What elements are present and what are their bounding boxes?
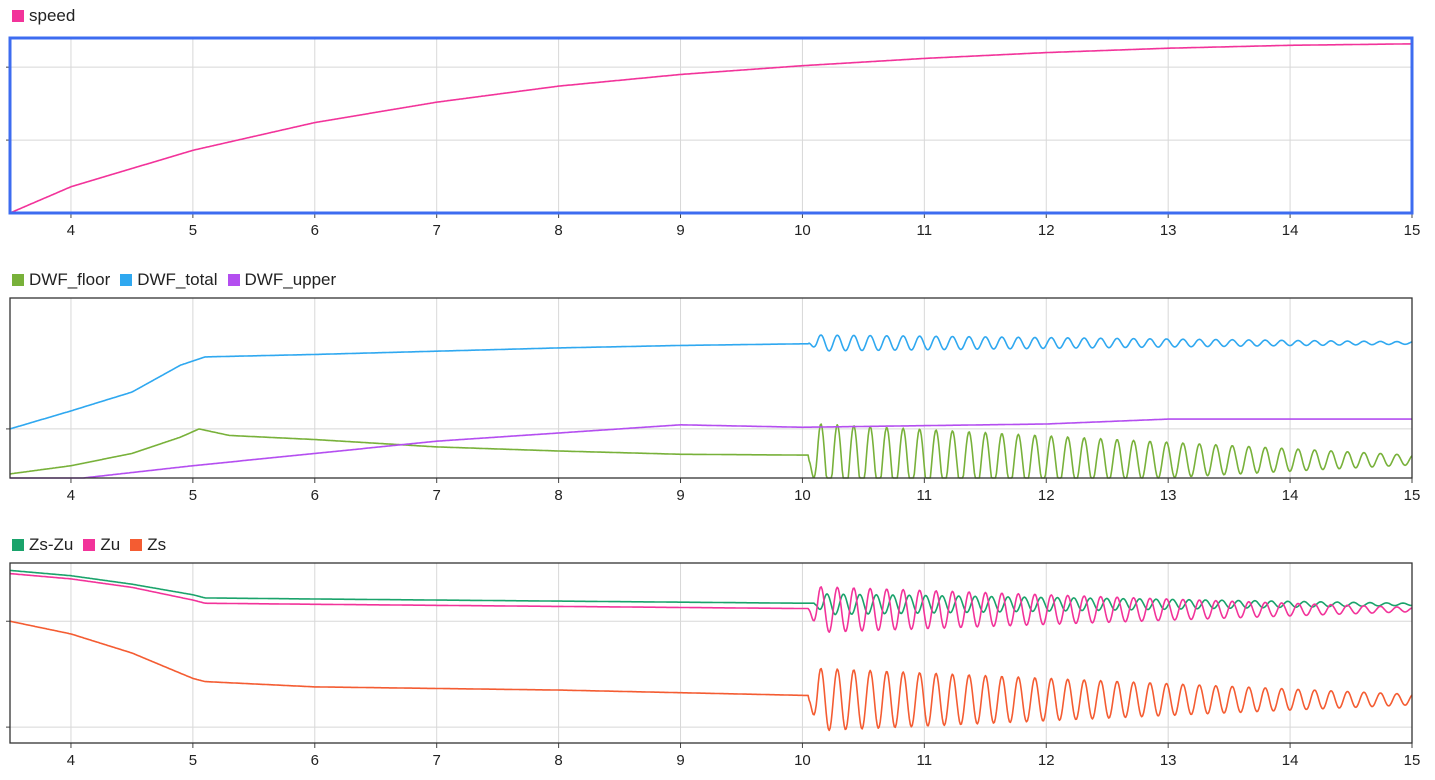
legend-label-speed: speed	[29, 6, 76, 25]
series-line-dwf-upper	[10, 418, 1412, 479]
legend-label-zs-zu: Zs-Zu	[29, 535, 74, 554]
x-tick-label: 5	[189, 487, 197, 504]
x-tick-label: 11	[917, 752, 933, 769]
x-tick-label: 10	[794, 222, 811, 239]
x-tick-label: 13	[1160, 487, 1177, 504]
x-tick-label: 4	[67, 487, 75, 504]
dwf-panel[interactable]: DWF_floor DWF_total DWF_upper 4 5 6 7 8 9 10 11…	[0, 260, 1435, 515]
x-tick-label: 8	[554, 222, 562, 239]
legend-label-dwf-floor: DWF_floor	[29, 270, 111, 289]
x-tick-label: 8	[554, 487, 562, 504]
legend-item-dwf-total[interactable]: DWF_total	[120, 270, 218, 290]
legend-item-zs[interactable]: Zs	[130, 535, 166, 555]
x-tick-label: 7	[433, 487, 441, 504]
legend-swatch-dwf-floor	[12, 274, 24, 286]
x-tick-label: 5	[189, 752, 197, 769]
x-tick-label: 6	[311, 752, 319, 769]
legend-item-dwf-upper[interactable]: DWF_upper	[227, 270, 337, 290]
speed-panel[interactable]: speed 4 5 6 7 8 9 10 11 12 13 14 15	[0, 0, 1435, 250]
x-tick-label: 7	[433, 222, 441, 239]
x-tick-label: 12	[1038, 487, 1055, 504]
x-tick-label: 11	[917, 487, 933, 504]
x-tick-label: 15	[1404, 752, 1421, 769]
legend-label-zu: Zu	[100, 535, 121, 554]
plot-frame	[9, 562, 1413, 744]
x-tick-label: 8	[554, 752, 562, 769]
plot-frame	[8, 36, 1414, 215]
legend-item-speed[interactable]: speed	[12, 6, 75, 26]
series-line-zs	[9, 620, 1413, 732]
x-tick-label: 15	[1404, 487, 1421, 504]
dwf-legend: DWF_floor DWF_total DWF_upper	[12, 270, 346, 290]
x-tick-label: 12	[1038, 222, 1055, 239]
x-tick-label: 4	[67, 222, 75, 239]
legend-item-zs-zu[interactable]: Zs-Zu	[12, 535, 73, 555]
legend-label-dwf-upper: DWF_upper	[244, 270, 337, 289]
plot-frame	[9, 297, 1413, 479]
x-tick-label: 12	[1038, 752, 1055, 769]
x-tick-label: 6	[311, 222, 319, 239]
legend-item-zu[interactable]: Zu	[83, 535, 120, 555]
z-panel[interactable]: Zs-Zu Zu Zs 4 5 6 7 8 9 10 11 12 13 14 15	[0, 525, 1435, 780]
series-line-zs-zu	[9, 569, 1413, 616]
x-tick-label: 11	[917, 222, 933, 239]
x-tick-label: 15	[1404, 222, 1421, 239]
x-tick-label: 14	[1282, 222, 1299, 239]
legend-label-dwf-total: DWF_total	[137, 270, 218, 289]
legend-swatch-speed	[12, 10, 24, 22]
series-line-zu	[9, 572, 1413, 633]
x-tick-label: 7	[433, 752, 441, 769]
dwf-plot[interactable]: 4 5 6 7 8 9 10 11 12 13 14 15	[0, 260, 1435, 515]
legend-swatch-dwf-upper	[227, 274, 240, 286]
legend-swatch-zu	[83, 539, 96, 551]
legend-swatch-dwf-total	[120, 274, 133, 286]
speed-legend: speed	[12, 6, 85, 26]
series-line-dwf-total	[9, 334, 1413, 430]
series-line-dwf-floor	[9, 423, 1413, 479]
x-tick-label: 9	[676, 487, 684, 504]
speed-plot[interactable]: 4 5 6 7 8 9 10 11 12 13 14 15	[0, 0, 1435, 250]
x-tick-label: 9	[676, 752, 684, 769]
x-tick-label: 13	[1160, 752, 1177, 769]
legend-swatch-zs	[130, 539, 143, 551]
x-tick-label: 9	[676, 222, 684, 239]
series-line-speed	[9, 42, 1412, 214]
x-tick-label: 10	[794, 487, 811, 504]
x-tick-label: 14	[1282, 752, 1299, 769]
legend-label-zs: Zs	[147, 535, 167, 554]
x-tick-label: 10	[794, 752, 811, 769]
legend-item-dwf-floor[interactable]: DWF_floor	[12, 270, 110, 290]
x-tick-label: 4	[67, 752, 75, 769]
x-tick-label: 6	[311, 487, 319, 504]
z-plot[interactable]: 4 5 6 7 8 9 10 11 12 13 14 15	[0, 525, 1435, 780]
z-legend: Zs-Zu Zu Zs	[12, 535, 176, 555]
legend-swatch-zs-zu	[12, 539, 24, 551]
x-tick-label: 13	[1160, 222, 1177, 239]
x-tick-label: 5	[189, 222, 197, 239]
x-tick-label: 14	[1282, 487, 1299, 504]
